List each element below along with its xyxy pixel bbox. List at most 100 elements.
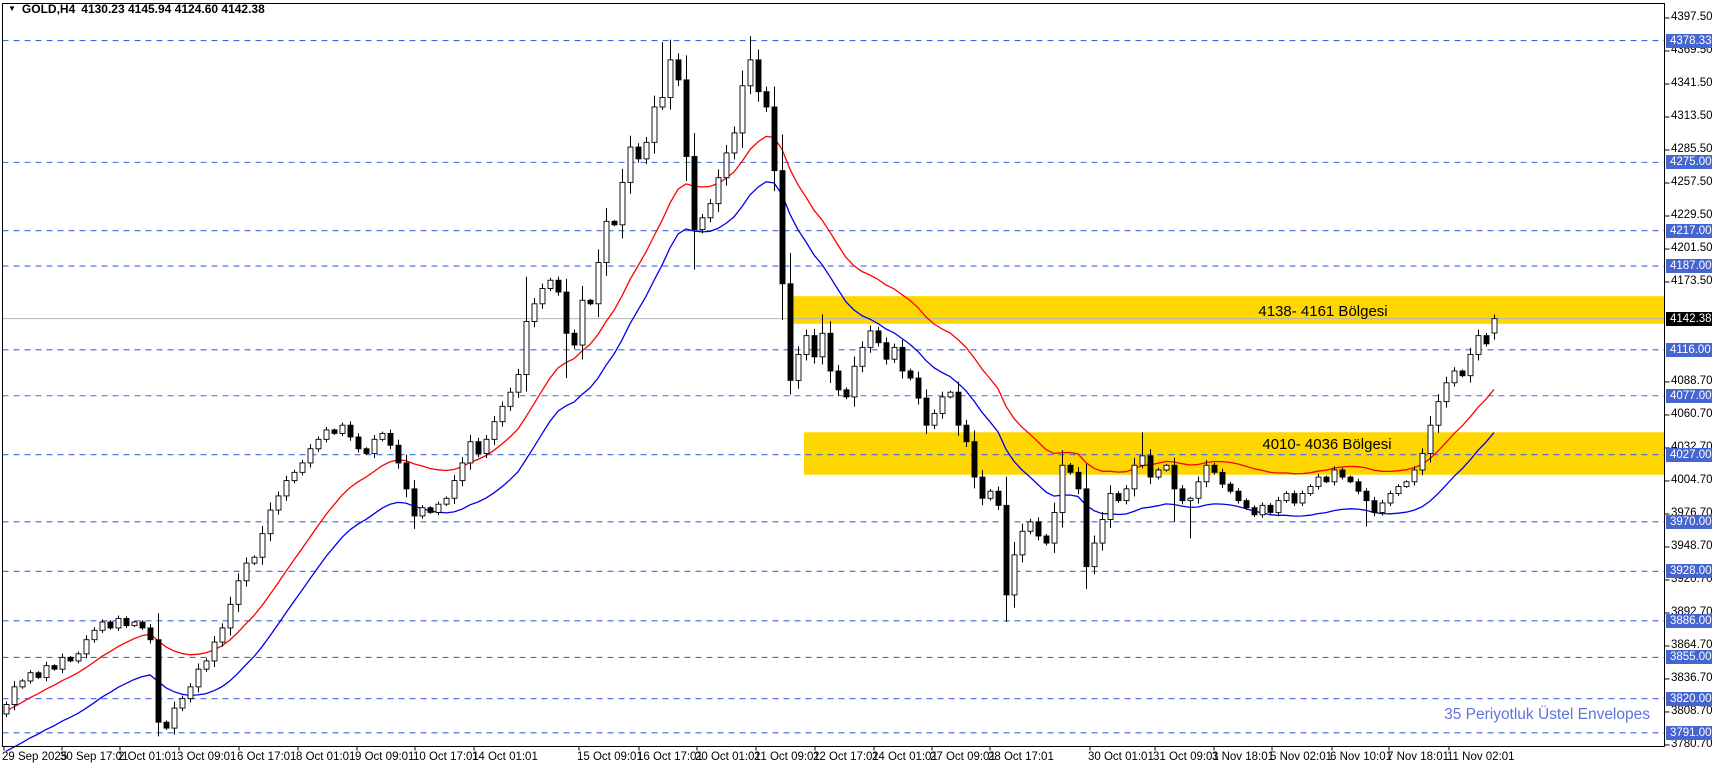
candle-bull: [1419, 453, 1426, 471]
candle-bull: [195, 668, 202, 688]
envelopes-indicator-label[interactable]: 35 Periyotluk Üstel Envelopes: [1444, 706, 1650, 723]
candle-bear: [67, 656, 74, 662]
candle-bull: [491, 421, 498, 440]
price-tick-label: 3808.70: [1671, 704, 1712, 717]
candle-bull: [1203, 464, 1210, 483]
zone-label-4138-4161[interactable]: 4138- 4161 Bölgesi: [1258, 303, 1388, 320]
candle-bear: [1003, 504, 1010, 596]
candle-bull: [643, 141, 650, 160]
candle-bull: [1139, 455, 1146, 466]
candle-bull: [1107, 493, 1114, 520]
zone-label-4010-4036[interactable]: 4010- 4036 Bölgesi: [1262, 436, 1392, 453]
price-level-badge: 4027.00: [1666, 447, 1712, 462]
candle-bull: [547, 279, 554, 289]
price-level-badge: 3886.00: [1666, 613, 1712, 628]
candle-bull: [291, 471, 298, 482]
price-tick-label: 4229.50: [1671, 209, 1712, 221]
candle-bull: [747, 59, 754, 87]
time-axis-label: 28 Oct 17:01: [988, 751, 1054, 763]
time-axis-label: 8 Oct 01:01: [296, 751, 356, 763]
candle-bear: [1235, 490, 1242, 502]
time-axis-label: 7 Nov 18:01: [1387, 751, 1450, 763]
candle-bear: [51, 665, 58, 670]
candle-bear: [403, 462, 410, 490]
price-level-badge: 4116.00: [1666, 342, 1712, 357]
candle-bear: [683, 79, 690, 157]
candle-bull: [43, 665, 50, 678]
candle-bull: [1259, 504, 1266, 516]
candle-bull: [595, 262, 602, 305]
candle-bull: [667, 59, 674, 99]
candle-bull: [235, 580, 242, 605]
candle-bear: [755, 59, 762, 93]
candle-bull: [339, 424, 346, 434]
candle-bear: [827, 332, 834, 372]
candle-bull: [627, 146, 634, 183]
candle-bull: [603, 220, 610, 264]
candle-bear: [1171, 464, 1178, 490]
candle-bull: [283, 480, 290, 497]
time-axis-label: 11 Nov 02:01: [1447, 751, 1515, 763]
candle-bull: [451, 480, 458, 499]
current-price-badge: 4142.38: [1666, 311, 1712, 326]
candle-bull: [1051, 511, 1058, 544]
candle-bull: [483, 438, 490, 454]
candle-bull: [507, 391, 514, 407]
time-axis-label: 16 Oct 17:01: [637, 751, 703, 763]
candle-bear: [563, 291, 570, 334]
candle-bear: [691, 156, 698, 231]
candle-bull: [11, 686, 18, 705]
candle-bull: [243, 562, 250, 582]
symbol-period-label: GOLD,H4: [21, 1, 76, 16]
candle-bull: [1299, 493, 1306, 504]
candle-bull: [59, 656, 66, 670]
time-axis-label: 22 Oct 17:01: [813, 751, 879, 763]
candle-bull: [419, 507, 426, 517]
time-axis-label: 3 Oct 09:01: [177, 751, 237, 763]
candle-bull: [1187, 497, 1194, 502]
candle-bull: [1379, 502, 1386, 513]
candle-bull: [3, 704, 10, 715]
candle-bear: [611, 220, 618, 226]
candle-bear: [675, 59, 682, 81]
candle-bear: [163, 721, 170, 729]
candle-bear: [1219, 471, 1226, 485]
candle-bull: [1131, 464, 1138, 490]
candle-bear: [1347, 476, 1354, 483]
candle-bear: [883, 342, 890, 360]
zone-rect-1[interactable]: [804, 432, 1665, 475]
candle-bear: [963, 424, 970, 443]
candle-bear: [1459, 370, 1466, 377]
price-tick-label: 3780.70: [1671, 737, 1712, 750]
candle-bear: [971, 441, 978, 478]
candle-bear: [979, 476, 986, 499]
candle-bull: [731, 132, 738, 154]
ohlc-values: 4130.23 4145.94 4124.60 4142.38: [81, 1, 265, 16]
candle-bull: [1331, 469, 1338, 483]
price-tick-label: 4285.50: [1671, 143, 1712, 155]
candle-bull: [1403, 481, 1410, 487]
candle-bear: [427, 507, 434, 513]
candle-bear: [1115, 493, 1122, 502]
candle-bull: [1019, 530, 1026, 556]
price-level-badge: 3855.00: [1666, 650, 1712, 665]
candle-bull: [315, 438, 322, 450]
candle-bull: [987, 490, 994, 499]
time-axis-label: 29 Sep 2025: [2, 751, 68, 763]
zone-rect-0[interactable]: [789, 296, 1665, 324]
ohlc-dropdown-icon[interactable]: ▼: [8, 3, 16, 13]
candle-bear: [331, 429, 338, 434]
candle-bear: [899, 346, 906, 372]
candle-bull: [1155, 469, 1162, 478]
candle-bull: [131, 621, 138, 627]
time-axis-label: 21 Oct 09:01: [754, 751, 820, 763]
candle-bull: [1163, 464, 1170, 471]
candle-bull: [371, 438, 378, 454]
candle-bear: [763, 91, 770, 108]
time-axis-label: 14 Oct 01:01: [472, 751, 538, 763]
candle-bear: [1083, 488, 1090, 568]
candle-bull: [659, 97, 666, 108]
candle-bull: [211, 641, 218, 662]
price-level-badge: 3820.00: [1666, 691, 1712, 706]
